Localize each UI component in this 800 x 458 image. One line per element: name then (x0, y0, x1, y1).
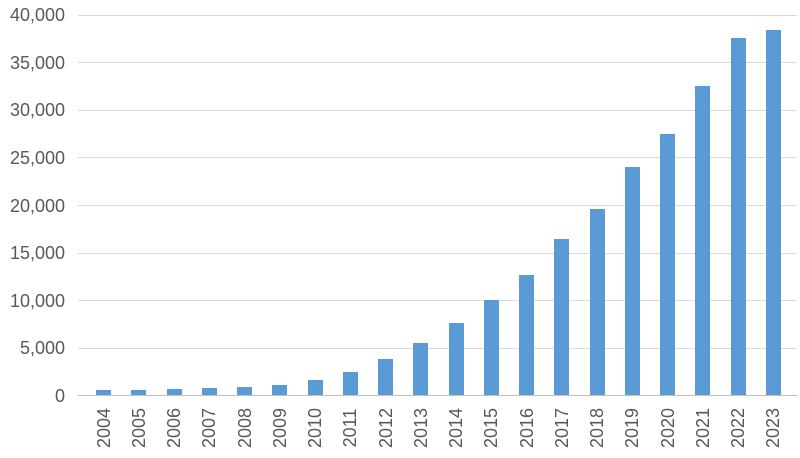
bar-2022[interactable] (730, 38, 746, 395)
bar-2005[interactable] (131, 390, 147, 395)
bar-2018[interactable] (589, 209, 605, 395)
bar-slot (298, 15, 333, 395)
bar-2009[interactable] (272, 385, 288, 395)
x-tick-label-2019: 2019 (622, 407, 643, 449)
x-tick-label-2009: 2009 (269, 407, 290, 449)
y-tick-label: 20,000 (9, 195, 65, 216)
bar-2020[interactable] (660, 134, 676, 395)
bar-slot (685, 15, 720, 395)
bars-container (86, 15, 791, 395)
bar-2004[interactable] (96, 390, 112, 395)
bar-slot (509, 15, 544, 395)
x-axis-line (78, 395, 797, 396)
bar-2013[interactable] (413, 343, 429, 395)
y-tick-label: 35,000 (9, 52, 65, 73)
x-tick-label-2012: 2012 (375, 407, 396, 449)
bar-slot (650, 15, 685, 395)
gridline-15000 (78, 252, 797, 254)
bar-2014[interactable] (448, 323, 464, 395)
bar-2015[interactable] (483, 300, 499, 395)
bar-slot (262, 15, 297, 395)
bar-2010[interactable] (307, 380, 323, 395)
x-tick-label-2015: 2015 (481, 407, 502, 449)
gridline-10000 (78, 300, 797, 302)
x-tick-label-2014: 2014 (446, 407, 467, 449)
gridline-25000 (78, 157, 797, 159)
bar-2011[interactable] (342, 372, 358, 395)
x-tick-label-2008: 2008 (234, 407, 255, 449)
bar-slot (227, 15, 262, 395)
x-tick-label-2022: 2022 (728, 407, 749, 449)
gridline-5000 (78, 347, 797, 349)
bar-slot (157, 15, 192, 395)
x-tick-label-2013: 2013 (410, 407, 431, 449)
bar-slot (439, 15, 474, 395)
y-tick-label: 30,000 (9, 100, 65, 121)
bar-2023[interactable] (765, 30, 781, 395)
y-tick-label: 40,000 (9, 5, 65, 25)
x-tick-label-2016: 2016 (516, 407, 537, 449)
bar-slot (756, 15, 791, 395)
bar-slot (544, 15, 579, 395)
gridline-40000 (78, 14, 797, 16)
x-tick-label-2011: 2011 (340, 408, 361, 448)
bar-slot (368, 15, 403, 395)
x-tick-label-2021: 2021 (692, 407, 713, 449)
gridline-20000 (78, 205, 797, 206)
bar-slot (192, 15, 227, 395)
y-tick-label: 5,000 (19, 338, 65, 359)
bar-slot (333, 15, 368, 395)
bar-2012[interactable] (378, 359, 394, 395)
bar-slot (580, 15, 615, 395)
y-tick-label: 25,000 (9, 147, 65, 168)
bar-slot (86, 15, 121, 395)
x-tick-label-2020: 2020 (657, 407, 678, 449)
bar-2016[interactable] (519, 275, 535, 395)
x-tick-label-2007: 2007 (199, 407, 220, 449)
bar-2017[interactable] (554, 239, 570, 395)
x-tick-label-2005: 2005 (128, 407, 149, 449)
y-tick-label: 0 (54, 386, 65, 406)
x-tick-label-2023: 2023 (763, 407, 784, 449)
gridline-30000 (78, 109, 797, 111)
bar-2019[interactable] (624, 167, 640, 395)
bar-slot (721, 15, 756, 395)
bar-2008[interactable] (237, 387, 253, 395)
bar-slot (403, 15, 438, 395)
x-tick-label-2004: 2004 (93, 407, 114, 449)
bar-slot (474, 15, 509, 395)
bar-2007[interactable] (201, 388, 217, 395)
gridline-35000 (78, 62, 797, 64)
bar-2006[interactable] (166, 389, 182, 395)
bar-2021[interactable] (695, 86, 711, 395)
plot-area (78, 14, 797, 396)
y-tick-label: 10,000 (9, 290, 65, 311)
bar-slot (615, 15, 650, 395)
y-tick-label: 15,000 (9, 243, 65, 264)
bar-slot (121, 15, 156, 395)
x-tick-label-2017: 2017 (551, 407, 572, 449)
x-tick-label-2006: 2006 (164, 407, 185, 449)
x-tick-label-2018: 2018 (587, 407, 608, 449)
x-tick-label-2010: 2010 (305, 407, 326, 449)
